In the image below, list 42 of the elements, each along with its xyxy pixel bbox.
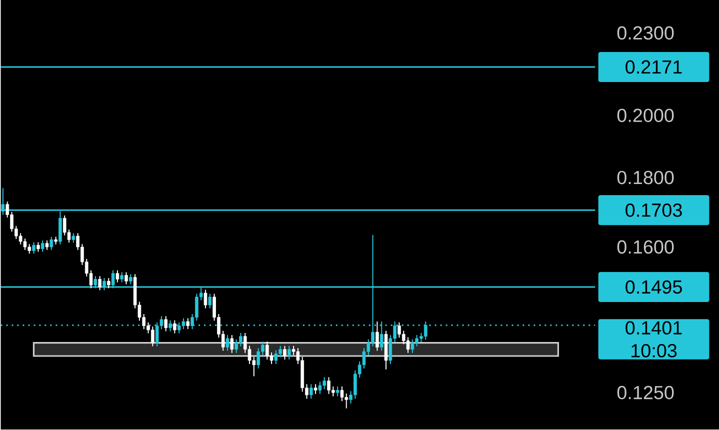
candlestick (182, 318, 186, 330)
candlestick (50, 236, 54, 251)
y-tick-label: 0.2300 (617, 26, 674, 40)
candlestick (314, 384, 318, 395)
candlestick (283, 346, 286, 360)
candlestick (72, 232, 76, 244)
candlestick (186, 318, 190, 330)
candlestick (124, 272, 128, 285)
candlestick (120, 272, 124, 284)
candlestick (23, 238, 27, 251)
candlestick (106, 278, 110, 289)
candlestick (310, 384, 313, 400)
ref-line-label: 0.1401 (626, 321, 682, 335)
candlestick (340, 386, 344, 402)
candlestick (32, 242, 36, 254)
y-tick-label: 0.1800 (617, 171, 674, 184)
ref-line-label: 0.1703 (626, 204, 682, 218)
candlestick (98, 276, 102, 291)
candlestick (230, 334, 234, 354)
candlestick (116, 270, 120, 284)
y-tick-label: 0.2000 (617, 108, 674, 122)
candlestick (128, 274, 132, 285)
candlestick (274, 350, 278, 365)
candlestick (204, 290, 208, 310)
y-tick-label: 0.1250 (617, 386, 674, 400)
candlestick (45, 240, 49, 251)
candlestick (336, 386, 340, 398)
candlestick (36, 242, 40, 252)
candlestick (318, 382, 322, 395)
candlestick (406, 336, 410, 354)
candlestick (173, 320, 176, 334)
ref-line-label: 0.1495 (626, 280, 682, 294)
candlestick (208, 294, 212, 310)
y-tick-label: 0.1600 (617, 240, 674, 254)
text: 10:03 (632, 344, 677, 358)
candlestick (287, 346, 291, 360)
candlestick (376, 321, 379, 352)
candlestick (164, 316, 168, 332)
ref-line-label: 0.2171 (626, 60, 682, 74)
candlestick (410, 339, 414, 354)
candlestick (40, 240, 44, 252)
candlestick (226, 334, 230, 352)
